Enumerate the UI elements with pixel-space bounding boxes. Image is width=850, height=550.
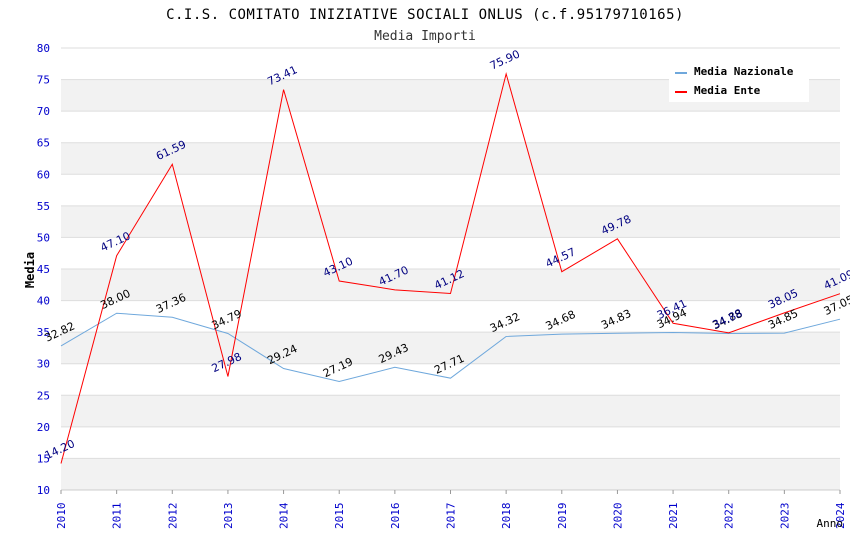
x-tick-label: 2012 [166, 503, 179, 530]
band [61, 395, 840, 427]
band [61, 269, 840, 301]
y-tick-label: 60 [37, 168, 50, 181]
x-tick-label: 2010 [55, 503, 68, 530]
x-tick-label: 2014 [278, 502, 291, 529]
y-tick-label: 30 [37, 358, 50, 371]
x-tick-label: 2016 [389, 503, 402, 530]
x-tick-label: 2011 [111, 503, 124, 530]
legend: Media Nazionale Media Ente [669, 59, 809, 102]
x-tick-label: 2018 [500, 503, 513, 530]
y-tick-label: 65 [37, 137, 50, 150]
y-tick-label: 70 [37, 105, 50, 118]
y-tick-label: 35 [37, 326, 50, 339]
band [61, 332, 840, 364]
legend-box [669, 59, 809, 102]
y-tick-label: 75 [37, 74, 50, 87]
band [61, 142, 840, 175]
background-bands [61, 79, 840, 490]
x-tick-label: 2013 [222, 503, 235, 530]
x-axis-ticks: 2010 2011 2012 2013 2014 2015 2016 2017 2018 2019… [55, 489, 847, 530]
data-label: 34.88 [710, 307, 744, 332]
y-tick-label: 50 [37, 231, 50, 244]
data-label: 34.79 [210, 307, 244, 332]
x-tick-label: 2024 [834, 502, 847, 529]
chart-title: C.I.S. COMITATO INIZIATIVE SOCIALI ONLUS… [166, 7, 684, 23]
x-tick-label: 2017 [445, 503, 458, 530]
series-line-media-ente [60, 71, 841, 464]
legend-label-media-nazionale: Media Nazionale [694, 65, 794, 78]
legend-label-media-ente: Media Ente [694, 84, 761, 97]
y-tick-label: 55 [37, 200, 50, 213]
x-tick-label: 2022 [723, 503, 736, 530]
data-label: 34.83 [599, 307, 633, 332]
y-tick-label: 40 [37, 295, 50, 308]
x-tick-label: 2021 [667, 503, 680, 530]
data-label: 75.90 [488, 48, 522, 73]
band [61, 458, 840, 490]
y-tick-label: 10 [37, 484, 50, 497]
band [61, 205, 840, 238]
x-axis-label: Anno [817, 517, 844, 530]
x-tick-label: 2015 [333, 503, 346, 530]
y-tick-label: 25 [37, 389, 50, 402]
series-line-media-nazionale [60, 312, 841, 382]
y-tick-label: 15 [37, 452, 50, 465]
y-tick-label: 20 [37, 421, 50, 434]
x-tick-label: 2020 [611, 503, 624, 530]
data-label: 34.32 [488, 310, 522, 335]
x-tick-label: 2019 [556, 503, 569, 530]
series-lines [60, 71, 841, 464]
y-tick-label: 45 [37, 263, 50, 276]
y-tick-label: 80 [37, 42, 50, 55]
chart-subtitle: Media Importi [374, 29, 476, 44]
y-axis-ticks: 10 15 20 25 30 35 40 45 50 55 60 65 70 75 80 [37, 42, 50, 497]
x-tick-label: 2023 [778, 503, 791, 530]
y-axis-label: Media [23, 252, 37, 288]
data-label: 34.68 [544, 308, 578, 333]
